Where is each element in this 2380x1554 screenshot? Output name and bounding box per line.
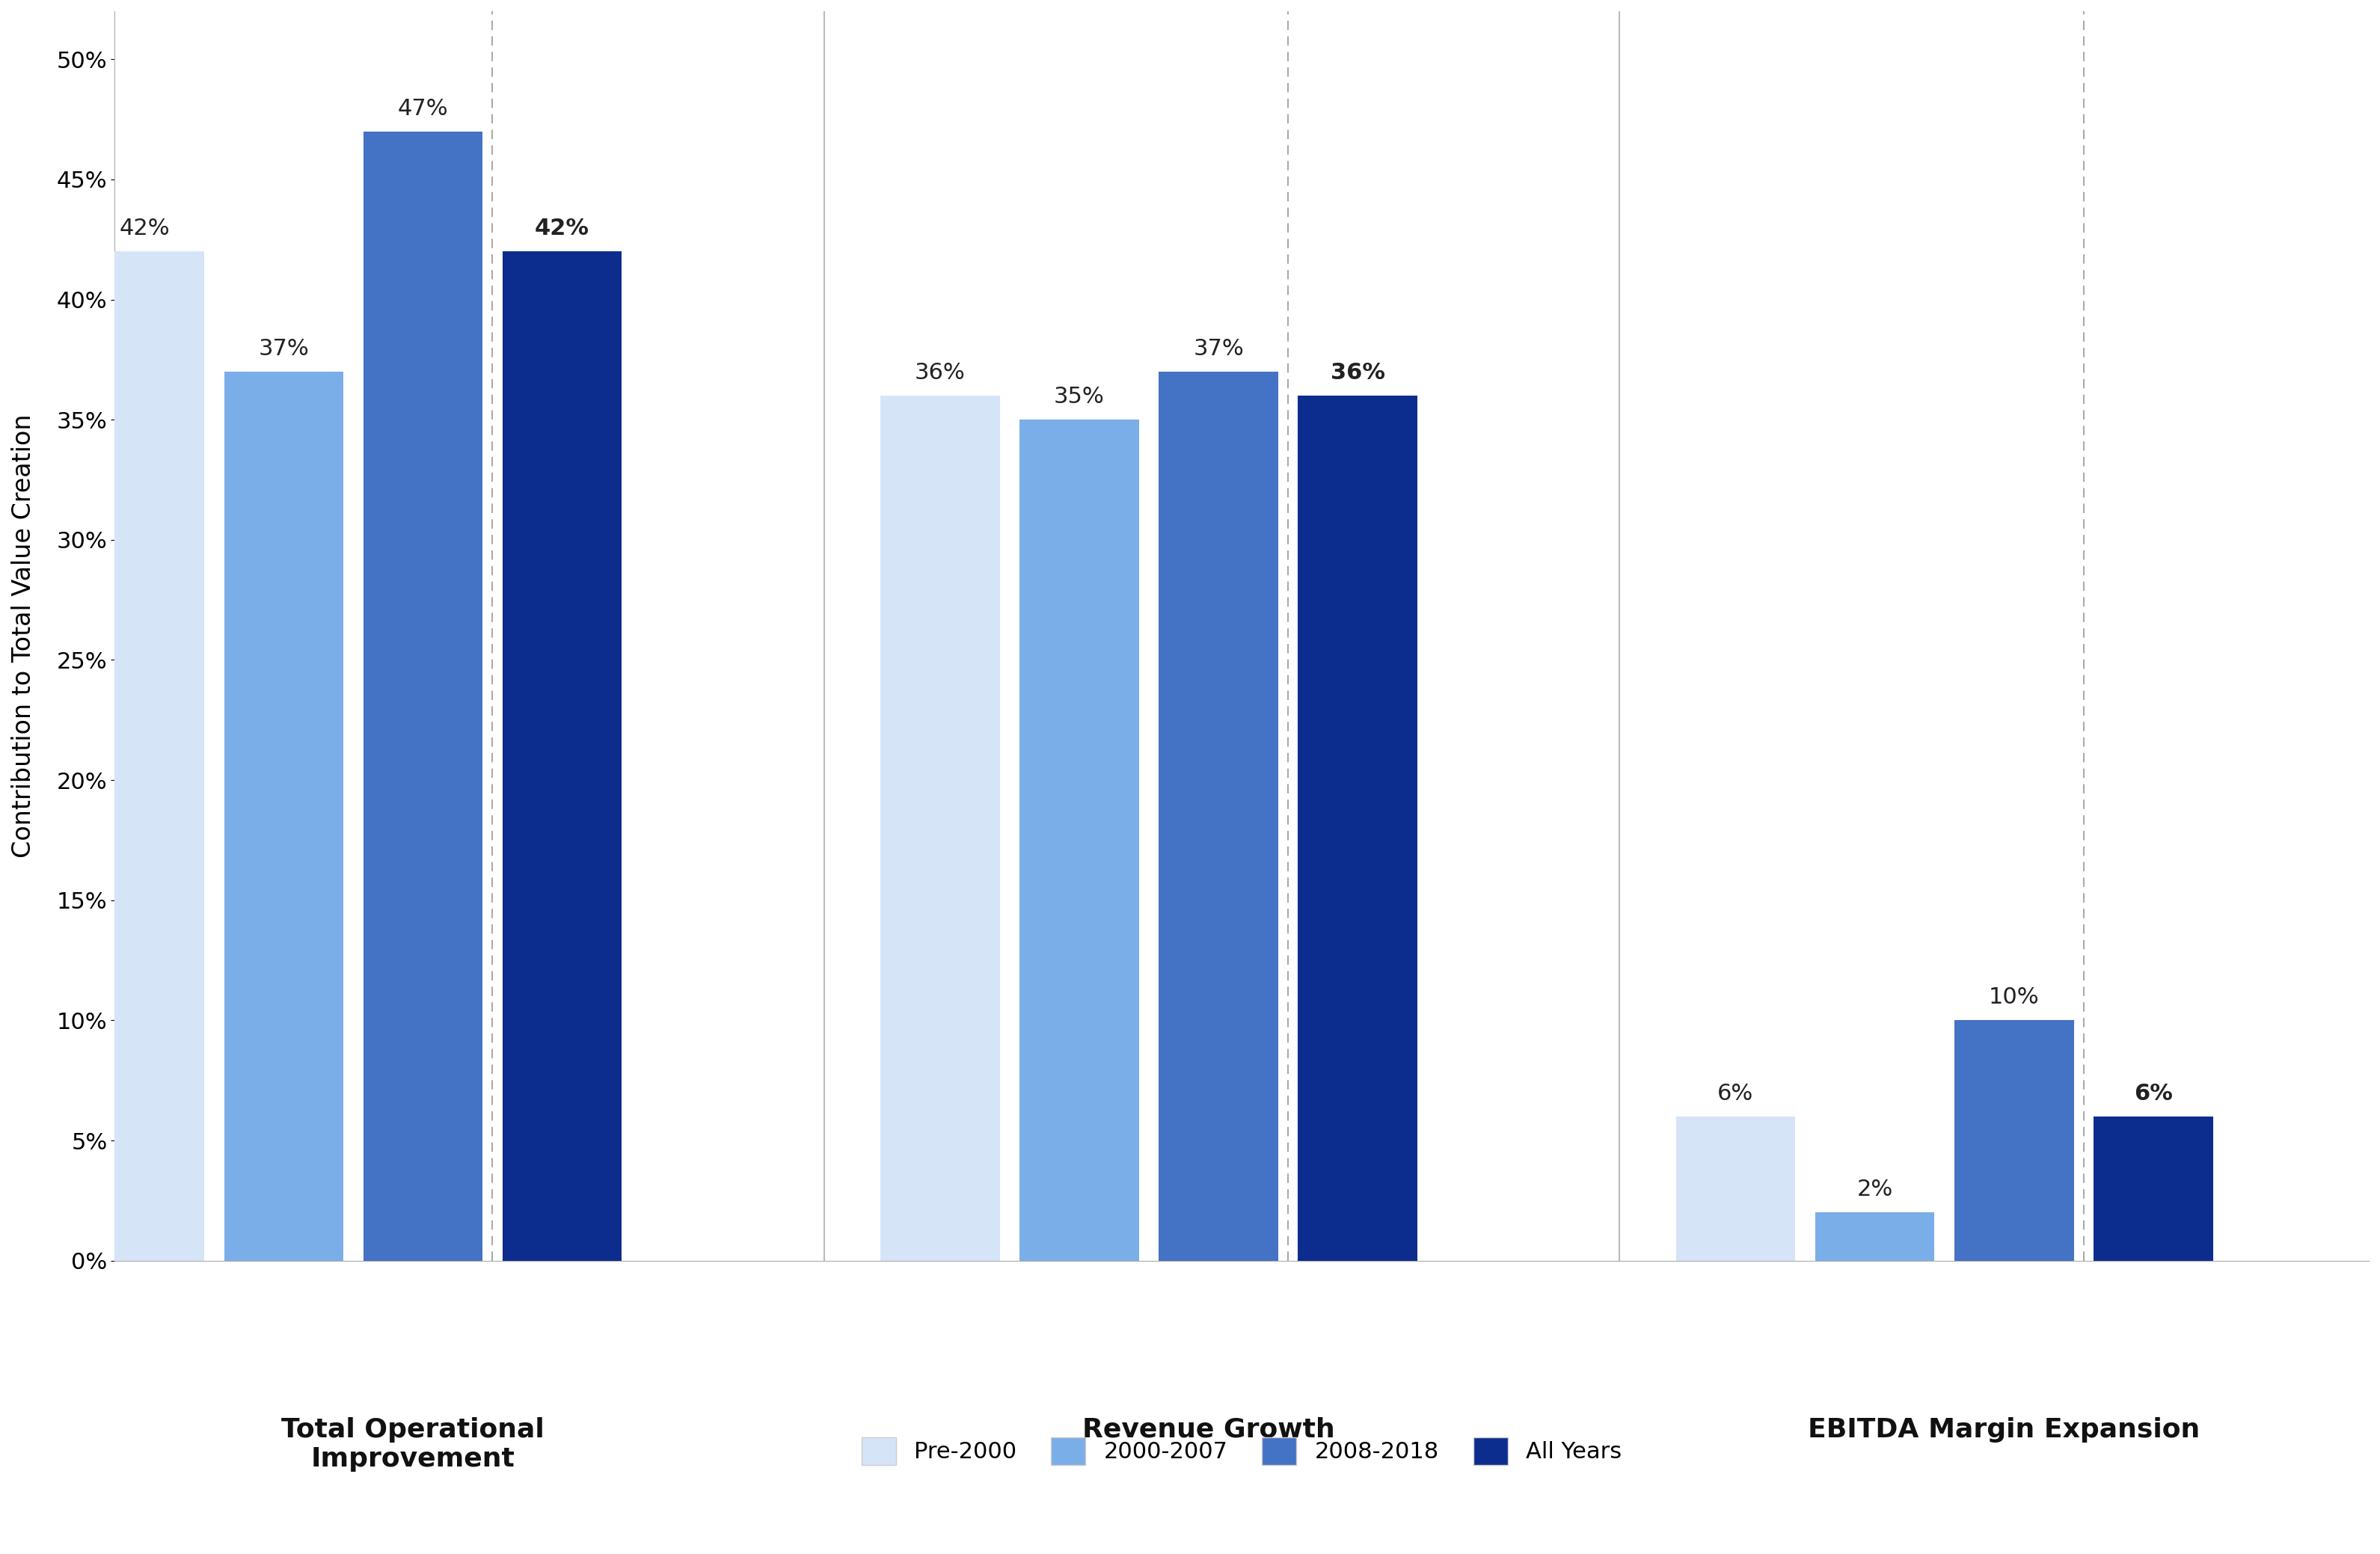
Bar	[1159, 371, 1278, 1260]
Text: 6%: 6%	[2135, 1083, 2173, 1105]
Bar	[502, 252, 621, 1260]
Text: 37%: 37%	[259, 337, 309, 359]
Text: 47%: 47%	[397, 98, 447, 120]
Legend: Pre-2000, 2000-2007, 2008-2018, All Years: Pre-2000, 2000-2007, 2008-2018, All Year…	[852, 1428, 1630, 1475]
Bar	[1816, 1212, 1935, 1260]
Bar	[1297, 396, 1418, 1260]
Text: 42%: 42%	[119, 218, 169, 239]
Text: EBITDA Margin Expansion: EBITDA Margin Expansion	[1809, 1417, 2199, 1442]
Y-axis label: Contribution to Total Value Creation: Contribution to Total Value Creation	[12, 413, 36, 858]
Text: 2%: 2%	[1856, 1179, 1892, 1201]
Bar	[224, 371, 343, 1260]
Text: 35%: 35%	[1054, 385, 1104, 407]
Text: Total Operational
Improvement: Total Operational Improvement	[281, 1417, 545, 1472]
Text: 36%: 36%	[1330, 362, 1385, 384]
Bar	[1019, 420, 1140, 1260]
Bar	[881, 396, 1000, 1260]
Bar	[86, 252, 205, 1260]
Text: Revenue Growth: Revenue Growth	[1083, 1417, 1335, 1442]
Text: 37%: 37%	[1192, 337, 1245, 359]
Text: 6%: 6%	[1718, 1083, 1754, 1105]
Bar	[1676, 1116, 1795, 1260]
Text: 42%: 42%	[536, 218, 590, 239]
Bar	[364, 132, 483, 1260]
Bar	[1954, 1021, 2073, 1260]
Text: 36%: 36%	[914, 362, 966, 384]
Bar	[2094, 1116, 2213, 1260]
Text: 10%: 10%	[1990, 987, 2040, 1009]
